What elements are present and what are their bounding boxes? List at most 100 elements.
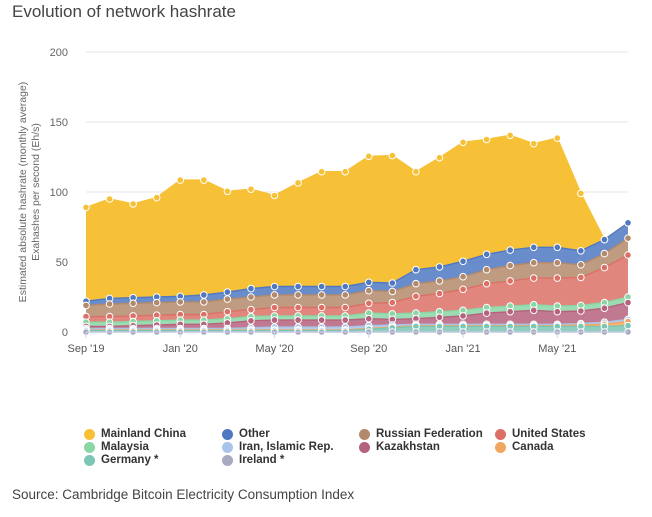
data-point [435,263,444,271]
area-kazakhstan [86,302,628,329]
data-point [247,317,255,325]
data-point [624,219,632,227]
chart-title: Evolution of network hashrate [12,2,236,21]
legend-item-germany[interactable]: Germany * [84,454,159,466]
data-point [294,179,302,187]
legend-item-other[interactable]: Other [222,428,270,440]
data-point [247,185,255,193]
area-malaysia [86,297,628,327]
data-point [506,277,514,285]
y-tick-label: 0 [62,327,68,339]
data-point [412,265,420,274]
data-point [341,282,350,291]
data-point [506,307,514,316]
data-point [577,189,585,198]
data-point [294,316,302,324]
data-point [600,263,609,272]
legend-label: Canada [512,441,554,453]
legend-label: Kazakhstan [376,441,440,453]
x-tick-label: Sep '20 [350,343,387,355]
data-point [223,295,232,303]
data-point [482,265,491,274]
data-point [577,247,585,255]
data-point [270,303,279,312]
data-point [341,291,350,299]
data-point [529,306,538,315]
data-point [506,246,514,254]
data-point [317,167,326,176]
data-point [624,234,632,242]
legend-label: Germany * [101,454,159,466]
x-tick-label: May '21 [538,343,576,355]
y-tick-label: 50 [56,257,68,269]
data-point [388,279,397,287]
data-point [82,203,90,212]
data-point [223,288,232,296]
series-line [85,237,629,307]
legend-item-united-states[interactable]: United States [495,428,586,440]
series-line [86,301,629,328]
legend-marker [495,441,506,453]
data-point [176,176,185,184]
data-point [529,139,538,148]
data-point [600,249,609,258]
legend-item-malaysia[interactable]: Malaysia [84,441,149,453]
series-line [86,325,629,332]
data-point [506,131,514,140]
series-line [86,254,629,318]
data-point [152,193,161,202]
data-point [388,287,397,296]
data-point [105,300,114,308]
data-point [529,274,538,282]
data-point [459,312,467,320]
legend-item-mainland-china[interactable]: Mainland China [84,428,186,440]
data-point [459,272,467,281]
data-point [459,257,467,266]
area-germany [86,325,628,332]
legend-label: Russian Federation [376,428,483,440]
data-point [529,243,538,252]
legend-marker [495,428,506,440]
data-point [459,285,467,294]
data-point [553,134,562,142]
legend-item-kazakhstan[interactable]: Kazakhstan [359,441,440,453]
data-point [317,303,326,312]
data-point [435,277,444,285]
x-tick-label: Jan '20 [163,343,198,355]
series-line [86,318,629,330]
data-point [317,316,326,324]
legend-item-iran[interactable]: Iran, Islamic Rep. [222,441,334,453]
y-tick-label: 200 [50,47,68,59]
area-united-states [86,255,628,323]
legend-marker [222,454,233,466]
data-point [294,282,302,291]
data-point [152,298,161,307]
legend-label: Mainland China [101,428,186,440]
legend-item-russian-federation[interactable]: Russian Federation [359,428,483,440]
data-point [223,187,232,196]
data-point [412,279,420,288]
data-point [412,292,420,301]
legend-label: Ireland * [239,454,285,466]
data-point [388,151,397,160]
legend-label: Malaysia [101,441,149,453]
data-point [624,321,632,330]
data-point [435,289,444,298]
data-point [364,286,373,295]
data-point [435,313,444,322]
series-line [85,222,629,302]
legend-marker [84,428,95,440]
data-point [364,299,373,308]
data-point [317,282,326,291]
area-russian-federation [86,238,628,317]
data-point [482,135,491,144]
legend-item-canada[interactable]: Canada [495,441,554,453]
data-point [577,261,585,269]
data-point [364,314,373,323]
data-point [624,251,632,259]
legend-item-ireland[interactable]: Ireland * [222,454,284,466]
data-point [600,304,609,313]
y-tick-label: 100 [50,187,68,199]
data-point [600,235,609,244]
data-point [82,301,90,310]
